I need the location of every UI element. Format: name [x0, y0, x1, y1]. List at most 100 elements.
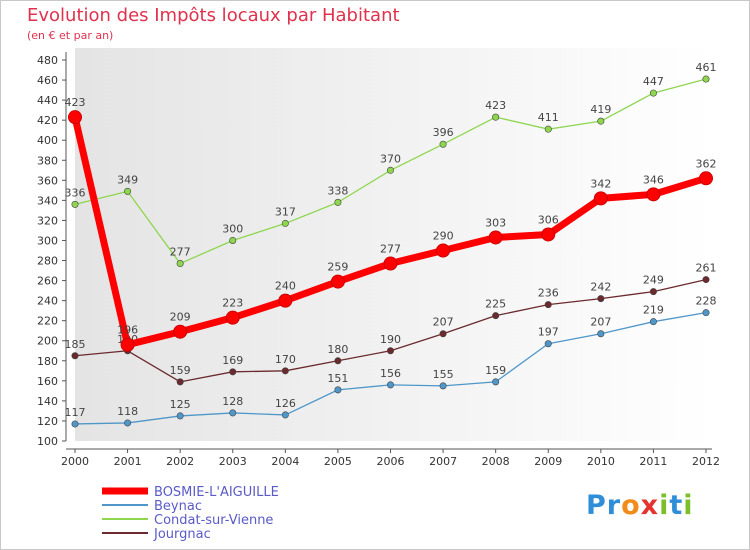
- data-label: 423: [65, 96, 86, 109]
- data-point: [544, 125, 552, 133]
- data-point: [439, 140, 447, 148]
- data-label: 209: [170, 311, 191, 324]
- chart-subtitle: (en € et par an): [27, 29, 114, 42]
- data-point: [597, 295, 605, 303]
- data-point: [492, 113, 500, 121]
- data-point: [699, 171, 713, 186]
- data-point: [281, 219, 289, 227]
- data-label: 447: [643, 75, 664, 88]
- data-point: [68, 110, 82, 125]
- data-point: [593, 191, 608, 206]
- data-point: [334, 198, 342, 206]
- data-point: [702, 276, 710, 284]
- data-point: [124, 419, 132, 427]
- data-point: [492, 378, 500, 386]
- data-point: [544, 301, 552, 309]
- x-tick-label: 2004: [271, 455, 299, 468]
- data-label: 219: [643, 304, 664, 317]
- x-tick-label: 2009: [534, 455, 562, 468]
- data-label: 346: [643, 173, 664, 186]
- data-label: 306: [538, 213, 559, 226]
- y-tick-label: 220: [37, 315, 58, 328]
- x-tick-label: 2000: [61, 455, 89, 468]
- x-tick-label: 2003: [219, 455, 247, 468]
- data-label: 338: [327, 184, 348, 197]
- x-tick-label: 2007: [429, 455, 457, 468]
- legend-label: BOSMIE-L'AIGUILLE: [154, 485, 279, 500]
- data-point: [436, 243, 451, 258]
- data-point: [383, 256, 398, 271]
- data-label: 169: [222, 354, 243, 367]
- x-tick-label: 2011: [639, 455, 667, 468]
- data-label: 277: [380, 243, 401, 256]
- data-label: 236: [538, 287, 559, 300]
- data-point: [386, 166, 394, 174]
- data-label: 125: [170, 398, 191, 411]
- y-tick-label: 320: [37, 214, 58, 227]
- data-point: [386, 347, 394, 355]
- data-label: 118: [117, 405, 138, 418]
- data-label: 180: [327, 343, 348, 356]
- data-point: [120, 337, 135, 352]
- data-point: [649, 288, 657, 296]
- data-point: [541, 227, 556, 242]
- data-label: 317: [275, 205, 296, 218]
- data-label: 228: [696, 295, 717, 308]
- data-point: [334, 386, 342, 394]
- data-point: [229, 409, 237, 417]
- y-tick-label: 380: [37, 154, 58, 167]
- y-tick-label: 440: [37, 94, 58, 107]
- data-label: 196: [117, 324, 138, 337]
- data-label: 411: [538, 111, 559, 124]
- data-point: [71, 200, 79, 208]
- y-tick-label: 360: [37, 174, 58, 187]
- data-point: [386, 381, 394, 389]
- data-label: 190: [380, 333, 401, 346]
- data-label: 197: [538, 326, 559, 339]
- data-label: 362: [696, 157, 717, 170]
- y-tick-label: 300: [37, 234, 58, 247]
- data-point: [702, 75, 710, 83]
- data-label: 117: [65, 406, 86, 419]
- data-point: [544, 340, 552, 348]
- data-label: 225: [485, 298, 506, 311]
- data-label: 151: [327, 372, 348, 385]
- data-point: [71, 352, 79, 360]
- data-point: [702, 309, 710, 317]
- x-tick-label: 2002: [166, 455, 194, 468]
- y-tick-label: 180: [37, 355, 58, 368]
- data-label: 290: [433, 230, 454, 243]
- x-tick-label: 2005: [324, 455, 352, 468]
- x-tick-label: 2008: [482, 455, 510, 468]
- data-point: [646, 187, 661, 202]
- data-label: 155: [433, 368, 454, 381]
- data-label: 249: [643, 274, 664, 287]
- data-label: 240: [275, 280, 296, 293]
- legend-label: Condat-sur-Vienne: [154, 513, 273, 528]
- x-tick-label: 2012: [692, 455, 720, 468]
- data-label: 396: [433, 126, 454, 139]
- legend-label: Beynac: [154, 499, 202, 514]
- x-tick-label: 2010: [587, 455, 615, 468]
- data-label: 207: [590, 316, 611, 329]
- y-tick-label: 160: [37, 375, 58, 388]
- data-label: 349: [117, 173, 138, 186]
- data-label: 423: [485, 99, 506, 112]
- data-point: [649, 89, 657, 97]
- data-label: 207: [433, 316, 454, 329]
- data-point: [439, 382, 447, 390]
- y-tick-label: 100: [37, 435, 58, 448]
- data-label: 277: [170, 246, 191, 259]
- data-label: 259: [327, 261, 348, 274]
- data-label: 300: [222, 222, 243, 235]
- legend-label: Jourgnac: [153, 527, 211, 542]
- y-tick-label: 400: [37, 134, 58, 147]
- y-tick-label: 200: [37, 335, 58, 348]
- data-point: [225, 310, 240, 325]
- data-point: [229, 236, 237, 244]
- data-point: [173, 324, 188, 339]
- data-point: [330, 274, 345, 289]
- data-point: [488, 230, 503, 245]
